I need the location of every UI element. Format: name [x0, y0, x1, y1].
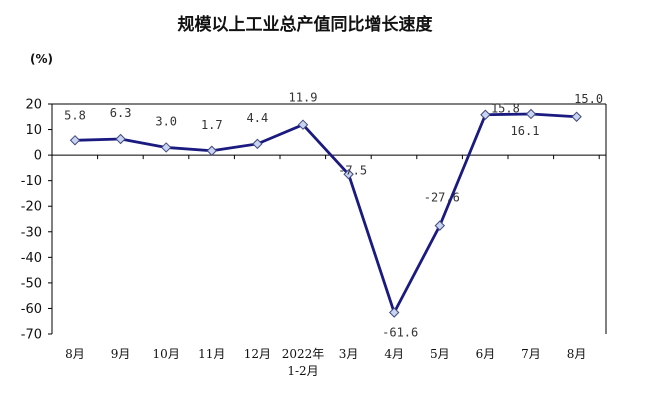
- x-tick-label: 8月: [65, 347, 85, 361]
- data-point-marker: [252, 138, 263, 150]
- y-tick-label: -10: [21, 174, 42, 189]
- data-point-marker: [206, 145, 218, 156]
- y-tick-label: 10: [25, 123, 42, 138]
- y-tick-label: -50: [21, 276, 42, 291]
- data-label: 11.9: [289, 91, 318, 105]
- y-tick-label: -60: [21, 302, 42, 317]
- x-tick-label: 2022年: [282, 347, 325, 361]
- x-tick-label: 12月: [244, 347, 271, 361]
- x-tick-label: 5月: [430, 347, 450, 361]
- data-point-marker: [343, 169, 354, 180]
- data-label: 15.0: [574, 92, 603, 106]
- data-label: 5.8: [64, 108, 86, 122]
- x-tick-label: 7月: [521, 347, 541, 361]
- data-label: -7.5: [338, 163, 367, 177]
- x-tick-label: 4月: [384, 347, 404, 361]
- data-label: 4.4: [247, 111, 269, 125]
- data-label: -61.6: [382, 326, 418, 340]
- y-tick-label: 0: [34, 149, 42, 164]
- y-tick-label: -70: [21, 328, 42, 343]
- data-label: -27.6: [424, 191, 460, 205]
- data-label: 6.3: [110, 106, 132, 120]
- data-point-marker: [571, 111, 582, 122]
- x-tick-label: 6月: [476, 347, 496, 361]
- series-line: [74, 112, 577, 314]
- y-axis-unit-label: (%): [30, 52, 53, 66]
- y-tick-label: -30: [21, 225, 42, 240]
- x-tick-label: 1-2月: [287, 364, 318, 378]
- data-point-marker: [160, 142, 172, 153]
- data-point-marker: [388, 307, 400, 318]
- data-point-marker: [115, 133, 126, 145]
- x-tick-label: 11月: [198, 347, 225, 361]
- data-point-marker: [434, 220, 446, 231]
- y-tick-label: -20: [21, 200, 42, 215]
- data-label: 3.0: [155, 114, 177, 128]
- x-tick-label: 10月: [153, 347, 180, 361]
- data-label: 1.7: [201, 118, 223, 132]
- data-point-marker: [480, 109, 491, 120]
- data-point-marker: [525, 108, 537, 120]
- x-tick-label: 3月: [339, 347, 359, 361]
- data-point-marker: [297, 119, 309, 130]
- y-tick-label: 20: [25, 98, 42, 113]
- chart-title: 规模以上工业总产值同比增长速度: [177, 15, 433, 35]
- y-tick-label: -40: [21, 251, 42, 266]
- data-point-marker: [69, 135, 81, 146]
- data-label: 15.8: [491, 102, 520, 116]
- x-tick-label: 8月: [567, 347, 587, 361]
- x-tick-label: 9月: [111, 347, 131, 361]
- data-label: 16.1: [511, 124, 540, 138]
